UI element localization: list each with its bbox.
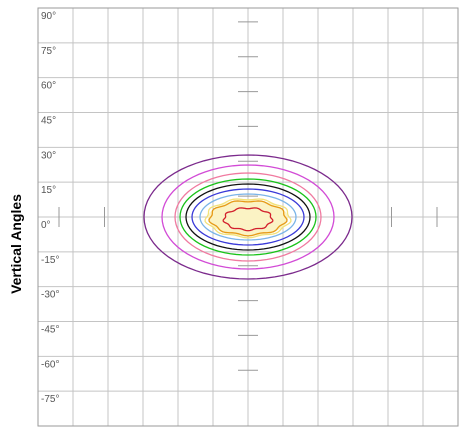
y-tick-label: -15° [41, 255, 59, 266]
contour-line [208, 200, 288, 237]
y-axis-label: Vertical Angles [8, 194, 24, 294]
y-tick-label: -75° [41, 394, 59, 405]
contour-line [174, 172, 322, 262]
contour-line [185, 183, 311, 251]
contour-line [179, 178, 317, 256]
y-tick-label: 60° [41, 81, 56, 92]
y-tick-label: 15° [41, 185, 56, 196]
contour-line [204, 198, 292, 239]
y-tick-label: 0° [41, 220, 51, 231]
contour-center-fill [208, 200, 288, 236]
contour-line [199, 193, 297, 241]
y-tick-label: 45° [41, 116, 56, 127]
contour-line [222, 207, 274, 232]
y-tick-label: -60° [41, 359, 59, 370]
y-tick-label: 75° [41, 46, 56, 57]
contour-lines [143, 154, 353, 280]
y-tick-label: 30° [41, 150, 56, 161]
contour-line [143, 154, 353, 280]
y-tick-label: 90° [41, 11, 56, 22]
grid-lines [37, 7, 459, 427]
y-tick-label: -45° [41, 325, 59, 336]
contour-line [161, 164, 335, 270]
contour-line [191, 188, 305, 246]
y-tick-label: -30° [41, 290, 59, 301]
plot-frame [37, 7, 459, 427]
y-tick-labels: 90° 75° 60° 45° 30° 15° 0° -15° -30° -45° -60° -75° [41, 11, 59, 405]
